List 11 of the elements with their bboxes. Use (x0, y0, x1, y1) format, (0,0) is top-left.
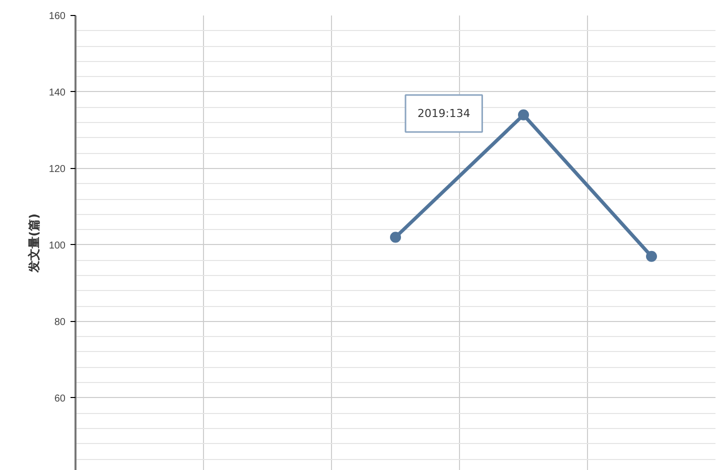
annotation: 2019:134 (418, 107, 470, 120)
y-axis-title: 发文量(篇) (26, 214, 41, 274)
y-tick-label: 60 (54, 393, 66, 404)
y-tick-label: 160 (48, 11, 66, 22)
y-tick-label: 140 (48, 87, 66, 98)
point (646, 250, 657, 262)
point (518, 109, 529, 120)
y-tick-label: 80 (54, 316, 66, 328)
y-tick-label: 100 (48, 240, 66, 252)
y-tick-label: 120 (48, 164, 66, 175)
point (390, 232, 401, 243)
